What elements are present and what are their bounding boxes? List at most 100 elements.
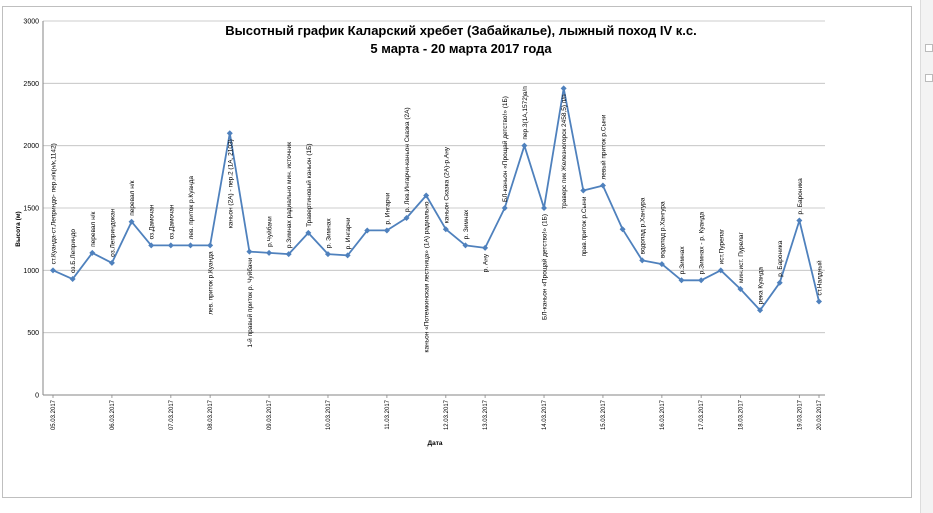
data-point xyxy=(226,130,233,137)
x-tick-label: 16.03.2017 xyxy=(660,399,666,430)
x-tick-label: 09.03.2017 xyxy=(267,399,273,430)
data-point xyxy=(678,277,685,284)
data-point xyxy=(541,205,548,211)
side-handle xyxy=(925,74,933,82)
point-annotation: р.Зимнах - р. Куанда xyxy=(699,211,706,274)
point-annotation: пер.3(1А,1572)в/п xyxy=(522,86,529,140)
data-point xyxy=(187,242,194,249)
point-annotation: ст.Налдный xyxy=(816,260,824,295)
x-tick-label: 07.03.2017 xyxy=(169,399,175,430)
y-tick-label: 2500 xyxy=(23,81,39,88)
point-annotation: каньон (2А) - пер.2 (1А, 2103) xyxy=(227,139,234,228)
data-point xyxy=(737,286,744,293)
point-annotation: водопад р.Хангура xyxy=(659,201,666,258)
point-annotation: р.Зимнах xyxy=(679,246,686,275)
point-annotation: р.Чуйбачи xyxy=(266,216,274,247)
data-point xyxy=(717,267,724,274)
point-annotation: прав.приток р.Сыни xyxy=(581,196,588,256)
x-tick-label: 14.03.2017 xyxy=(542,399,548,430)
elevation-chart: Высотный график Каларский хребет (Забайк… xyxy=(15,19,825,447)
data-point xyxy=(816,298,822,305)
x-tick-label: 11.03.2017 xyxy=(385,399,391,429)
x-tick-label: 15.03.2017 xyxy=(601,399,607,430)
gridlines xyxy=(43,20,825,334)
point-annotation: перевал н/к xyxy=(90,212,97,247)
data-point xyxy=(521,142,528,149)
elevation-series xyxy=(50,85,822,314)
data-point xyxy=(69,276,76,283)
data-point xyxy=(658,261,665,268)
x-tick-label: 10.03.2017 xyxy=(326,399,332,430)
data-point xyxy=(403,214,410,221)
series-line xyxy=(52,87,820,312)
data-point xyxy=(423,192,430,199)
y-tick-label: 1000 xyxy=(23,268,39,275)
chart-title: Высотный график Каларский хребет (Забайк… xyxy=(225,23,696,38)
point-annotation: р. Лев.Ингарчи-каньон Сказка (2А) xyxy=(404,107,411,212)
window-right-edge xyxy=(920,0,933,513)
x-axis-ticks: 05.03.2017 06.03.2017 07.03.2017 08.03.2017… xyxy=(51,395,823,430)
data-point xyxy=(167,242,174,249)
point-annotation: р. Бароника xyxy=(777,240,784,277)
data-point xyxy=(246,248,253,255)
point-annotation: р. Ингарчи xyxy=(384,192,391,224)
data-point xyxy=(207,242,214,249)
point-annotation: траверс пик Железногорск 2458,5) п/п xyxy=(561,94,568,209)
point-annotation: р.Зимнах радиально мин. источник xyxy=(286,142,293,248)
x-tick-label: 08.03.2017 xyxy=(208,399,214,430)
y-tick-label: 1500 xyxy=(23,206,39,213)
y-tick-label: 3000 xyxy=(23,19,39,26)
point-annotation: оз.Дамочан xyxy=(168,204,175,239)
y-axis-title: Высота (м) xyxy=(15,211,22,246)
data-point xyxy=(501,205,508,211)
y-tick-label: 2000 xyxy=(23,143,39,150)
x-tick-label: 13.03.2017 xyxy=(483,399,489,430)
data-point xyxy=(639,257,646,264)
data-point xyxy=(305,229,312,236)
data-point xyxy=(324,251,331,258)
point-annotation: каньон «Потемкинская лестница» (1А) ради… xyxy=(424,201,431,352)
data-point xyxy=(285,251,292,258)
data-point xyxy=(619,226,626,233)
point-annotation: ист.Пурелаг xyxy=(718,228,725,264)
data-point xyxy=(148,242,155,249)
x-tick-label: 12.03.2017 xyxy=(444,399,450,430)
data-point xyxy=(383,227,390,234)
point-annotation: лев. приток р.Куанда xyxy=(188,176,195,240)
data-point xyxy=(50,267,56,274)
data-point xyxy=(344,252,351,259)
side-handle xyxy=(925,44,933,52)
data-point xyxy=(482,244,489,251)
point-annotation: мин.ист. Пурелаг xyxy=(738,232,745,284)
point-annotation: водопад р.Хангура xyxy=(640,197,647,254)
data-point xyxy=(560,85,567,92)
data-point xyxy=(599,182,606,189)
y-tick-label: 500 xyxy=(27,330,39,337)
x-tick-label: 18.03.2017 xyxy=(738,399,744,430)
chart-area: Высотный график Каларский хребет (Забайк… xyxy=(2,6,912,498)
data-point xyxy=(108,259,115,266)
chart-subtitle: 5 марта - 20 марта 2017 года xyxy=(370,41,552,56)
data-point xyxy=(89,249,96,256)
data-point xyxy=(128,218,135,225)
y-axis-ticks: 0 500 1000 1500 2000 2500 3000 xyxy=(23,19,39,400)
point-annotation: р. Зимнах xyxy=(463,209,470,239)
data-point xyxy=(757,307,764,314)
data-point xyxy=(462,242,469,249)
point-annotation: ст.Куанда-ст.Леприндо- пер.н/к(н/к,1142) xyxy=(51,143,58,264)
point-annotation: река Куанда xyxy=(758,267,765,305)
point-annotation: лев. приток р.Куанда xyxy=(208,251,215,315)
point-annotation: оз.Б.Леприндо xyxy=(70,229,77,273)
data-point xyxy=(698,277,705,284)
point-annotation: 1-й правый приток р. Чуйбачи xyxy=(246,257,254,347)
point-annotation: левый приток р.Сыни xyxy=(599,114,607,179)
point-annotation: р. Бароника xyxy=(797,178,804,215)
data-point xyxy=(776,279,783,286)
point-annotation: БЛ-каньон «Прощай детство!» (1Б) xyxy=(501,96,509,202)
point-annotations: ст.Куанда-ст.Леприндо- пер.н/к(н/к,1142)… xyxy=(51,86,824,353)
data-point xyxy=(580,187,587,194)
point-annotation: Травертиновый каньон (1Б) xyxy=(305,143,313,226)
x-tick-label: 05.03.2017 xyxy=(51,399,57,430)
point-annotation: р. Зимнах xyxy=(325,218,332,248)
point-annotation: оз.Леприндокан xyxy=(109,208,116,257)
